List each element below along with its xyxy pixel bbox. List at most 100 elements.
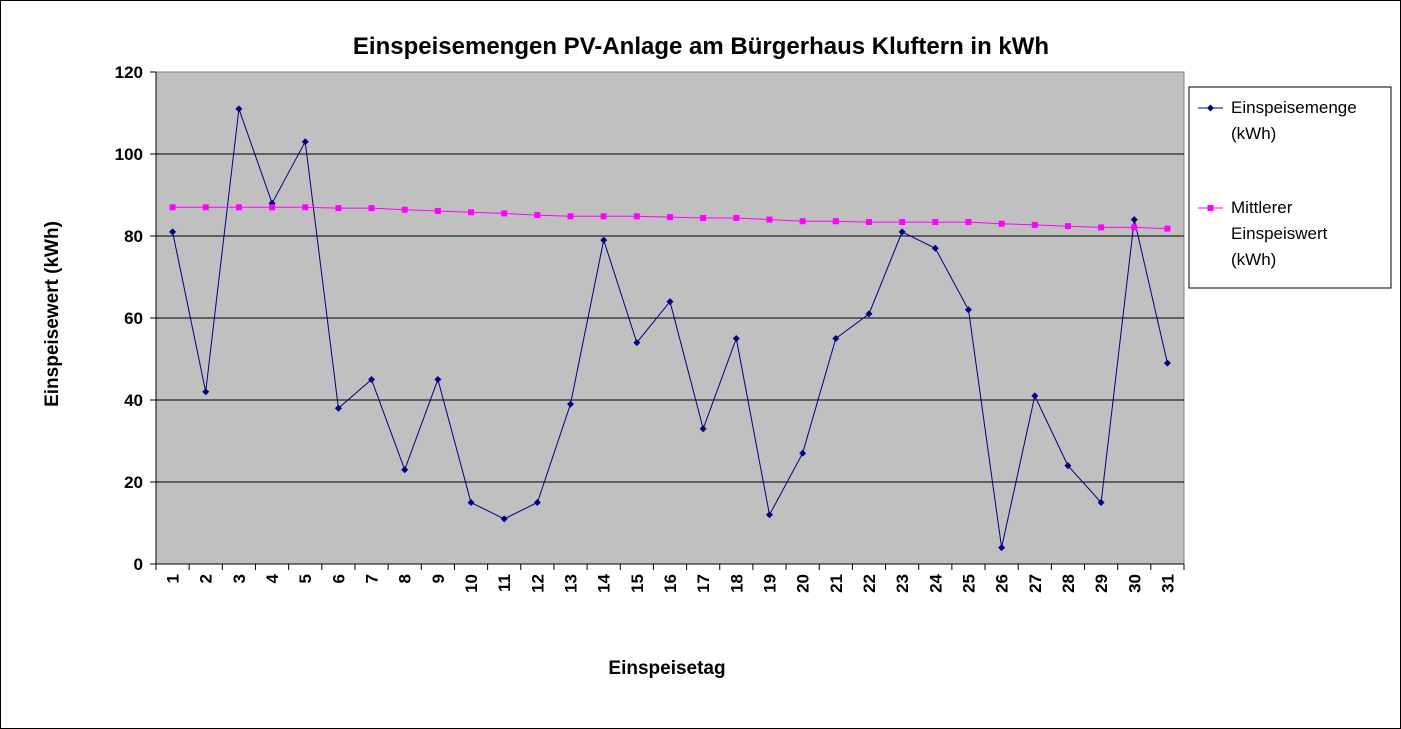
x-tick-label-17: 17 bbox=[694, 574, 713, 593]
y-tick-label-60: 60 bbox=[124, 309, 143, 328]
series-2-point-29 bbox=[1098, 224, 1105, 231]
legend-swatch-marker-2 bbox=[1207, 205, 1214, 211]
series-1-point-3 bbox=[235, 105, 243, 113]
series-2-point-10 bbox=[468, 209, 475, 216]
series-1-point-24 bbox=[931, 244, 939, 252]
series-1-point-7 bbox=[368, 376, 376, 383]
x-tick-label-28: 28 bbox=[1059, 574, 1078, 593]
x-tick-label-26: 26 bbox=[993, 574, 1012, 593]
series-2-point-11 bbox=[501, 210, 508, 217]
series-1-point-26 bbox=[998, 544, 1006, 552]
legend-entry-1: Einspeisemenge (kWh) bbox=[1198, 98, 1357, 143]
series-2-point-28 bbox=[1064, 223, 1071, 230]
legend-label-1-line-1: Einspeisemenge bbox=[1231, 98, 1357, 117]
y-axis-label: Einspeisewert (kWh) bbox=[42, 221, 63, 407]
series-2-point-27 bbox=[1031, 221, 1038, 228]
series-2-point-15 bbox=[633, 213, 640, 220]
chart-title: Einspeisemengen PV-Anlage am Bürgerhaus … bbox=[353, 33, 1049, 60]
x-tick-label-24: 24 bbox=[926, 573, 945, 592]
series-layer bbox=[169, 105, 1171, 552]
x-tick-label-21: 21 bbox=[827, 574, 846, 593]
series-2-point-30 bbox=[1131, 224, 1138, 231]
series-2-point-4 bbox=[269, 204, 276, 211]
legend-label-2-line-2: Einspeiswert bbox=[1231, 224, 1328, 243]
x-tick-label-13: 13 bbox=[562, 574, 581, 593]
series-2-point-24 bbox=[932, 219, 939, 226]
series-1-point-27 bbox=[1031, 392, 1039, 400]
series-2-point-17 bbox=[700, 214, 707, 221]
legend-entry-2: Mittlerer Einspeiswert (kWh) bbox=[1198, 198, 1328, 269]
x-tick-label-29: 29 bbox=[1092, 574, 1111, 593]
series-2-point-16 bbox=[667, 214, 673, 221]
series-2-point-20 bbox=[799, 218, 806, 225]
series-2-point-8 bbox=[401, 206, 408, 213]
series-1-point-30 bbox=[1130, 216, 1138, 224]
series-1-point-21 bbox=[832, 335, 840, 342]
series-2-point-2 bbox=[202, 204, 209, 211]
series-2-point-5 bbox=[302, 204, 309, 211]
series-2-point-7 bbox=[368, 205, 375, 212]
x-tick-label-20: 20 bbox=[794, 574, 813, 593]
x-tick-label-31: 31 bbox=[1158, 574, 1177, 593]
series-1 bbox=[169, 105, 1171, 552]
legend-box bbox=[1188, 86, 1392, 289]
series-2-point-12 bbox=[534, 212, 541, 219]
series-1-point-1 bbox=[169, 228, 177, 236]
legend-label-2-line-3: (kWh) bbox=[1231, 250, 1276, 269]
x-tick-label-15: 15 bbox=[628, 574, 647, 593]
series-1-point-29 bbox=[1097, 499, 1105, 506]
series-1-point-14 bbox=[600, 236, 608, 244]
x-tick-label-6: 6 bbox=[329, 574, 348, 583]
x-tick-label-30: 30 bbox=[1125, 574, 1144, 593]
series-1-point-11 bbox=[500, 515, 508, 523]
legend: Einspeisemenge (kWh) Mittlerer Einspeiswert… bbox=[1188, 86, 1392, 289]
series-1-point-17 bbox=[699, 425, 707, 433]
x-tick-label-2: 2 bbox=[197, 574, 216, 583]
x-tick-label-18: 18 bbox=[727, 574, 746, 593]
y-tick-label-120: 120 bbox=[115, 63, 143, 82]
series-1-point-23 bbox=[898, 228, 906, 236]
x-tick-label-27: 27 bbox=[1026, 574, 1045, 593]
series-2-point-25 bbox=[965, 219, 972, 226]
x-tick-label-22: 22 bbox=[860, 574, 879, 593]
x-tick-label-1: 1 bbox=[164, 574, 183, 583]
x-tick-label-9: 9 bbox=[429, 574, 448, 583]
x-tick-label-8: 8 bbox=[396, 574, 415, 583]
y-tick-label-0: 0 bbox=[134, 555, 143, 574]
x-tick-label-7: 7 bbox=[363, 574, 382, 583]
series-1-point-2 bbox=[202, 388, 210, 396]
x-tick-label-16: 16 bbox=[661, 574, 680, 593]
series-2-point-26 bbox=[998, 220, 1005, 227]
series-1-point-5 bbox=[301, 138, 309, 146]
series-2-point-23 bbox=[899, 219, 906, 226]
series-2-point-1 bbox=[169, 204, 176, 211]
series-1-point-8 bbox=[401, 466, 409, 474]
series-2-point-14 bbox=[600, 213, 607, 220]
series-2-point-21 bbox=[832, 218, 839, 225]
x-tick-label-19: 19 bbox=[760, 574, 779, 593]
series-1-point-31 bbox=[1163, 359, 1171, 367]
x-tick-label-12: 12 bbox=[528, 574, 547, 593]
series-2-point-3 bbox=[235, 204, 242, 211]
x-tick-label-25: 25 bbox=[959, 574, 978, 593]
series-2-point-31 bbox=[1164, 225, 1171, 232]
x-tick-label-11: 11 bbox=[495, 574, 514, 592]
x-axis-label: Einspeisetag bbox=[608, 658, 725, 679]
legend-swatch-marker-1 bbox=[1207, 104, 1214, 112]
x-tick-label-4: 4 bbox=[263, 573, 282, 583]
legend-label-1-line-2: (kWh) bbox=[1231, 124, 1276, 143]
series-1-point-18 bbox=[732, 335, 740, 342]
series-1-point-9 bbox=[434, 376, 442, 383]
series-1-point-20 bbox=[799, 449, 807, 457]
series-2-point-13 bbox=[567, 213, 574, 220]
series-1-point-6 bbox=[334, 404, 342, 412]
series-1-point-15 bbox=[633, 339, 641, 347]
series-1-point-22 bbox=[865, 310, 873, 318]
x-tick-label-3: 3 bbox=[230, 574, 249, 583]
series-1-point-16 bbox=[666, 298, 674, 306]
series-2-point-19 bbox=[766, 216, 773, 223]
y-tick-label-100: 100 bbox=[115, 145, 143, 164]
y-tick-label-40: 40 bbox=[124, 391, 143, 410]
